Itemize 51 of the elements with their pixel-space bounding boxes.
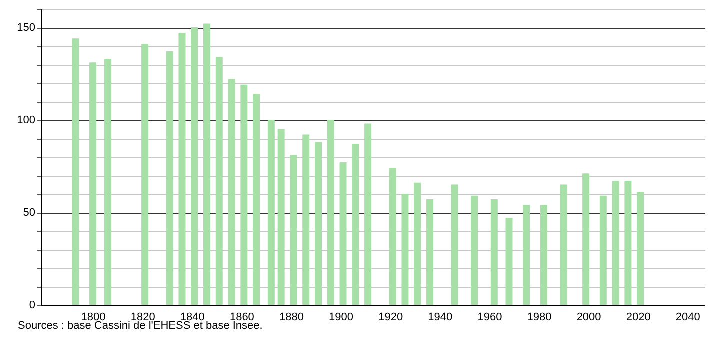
bar xyxy=(600,196,607,305)
x-tick-label: 1880 xyxy=(279,312,304,324)
bar xyxy=(314,142,322,305)
bar xyxy=(612,181,620,305)
bar xyxy=(204,24,210,305)
x-tick-label: 1980 xyxy=(527,312,552,324)
bar xyxy=(490,200,498,305)
bar xyxy=(414,182,422,305)
bar xyxy=(582,174,590,305)
bar xyxy=(253,94,260,305)
bar xyxy=(523,205,530,305)
bar xyxy=(228,79,236,305)
bar xyxy=(290,155,298,305)
bar xyxy=(240,84,248,305)
x-tick-label: 1940 xyxy=(428,312,453,324)
bar xyxy=(471,196,478,305)
bar xyxy=(540,205,548,305)
bar xyxy=(268,120,275,305)
bar xyxy=(364,124,372,305)
bar xyxy=(166,52,174,305)
bar xyxy=(327,120,334,305)
bar xyxy=(302,134,310,305)
bar xyxy=(352,144,360,305)
x-tick-label: 2040 xyxy=(676,312,700,324)
bar xyxy=(451,184,458,305)
bar xyxy=(278,129,285,305)
bar xyxy=(402,194,409,305)
bar xyxy=(560,184,568,305)
x-tick-label: 2000 xyxy=(576,312,602,324)
x-tick-label: 1920 xyxy=(378,312,404,324)
y-tick-label: 100 xyxy=(17,114,36,126)
x-tick-label: 1960 xyxy=(478,312,502,324)
bar xyxy=(389,168,396,305)
bar xyxy=(637,192,644,305)
bar xyxy=(340,162,347,305)
x-tick-label: 2020 xyxy=(626,312,651,324)
bar xyxy=(426,200,434,305)
source-note: Sources : base Cassini de l'EHESS et base Insee. xyxy=(18,320,263,332)
bar xyxy=(216,57,223,305)
bar xyxy=(90,62,97,305)
y-tick-label: 150 xyxy=(17,22,36,34)
bar xyxy=(506,218,513,305)
y-tick-label: 0 xyxy=(29,300,36,312)
bar xyxy=(624,181,632,305)
bar xyxy=(142,44,149,305)
bar xyxy=(104,58,112,305)
bar xyxy=(72,38,80,305)
y-tick-label: 50 xyxy=(23,207,36,219)
bar xyxy=(178,33,186,305)
bar xyxy=(191,28,198,305)
x-tick-label: 1900 xyxy=(329,312,354,324)
